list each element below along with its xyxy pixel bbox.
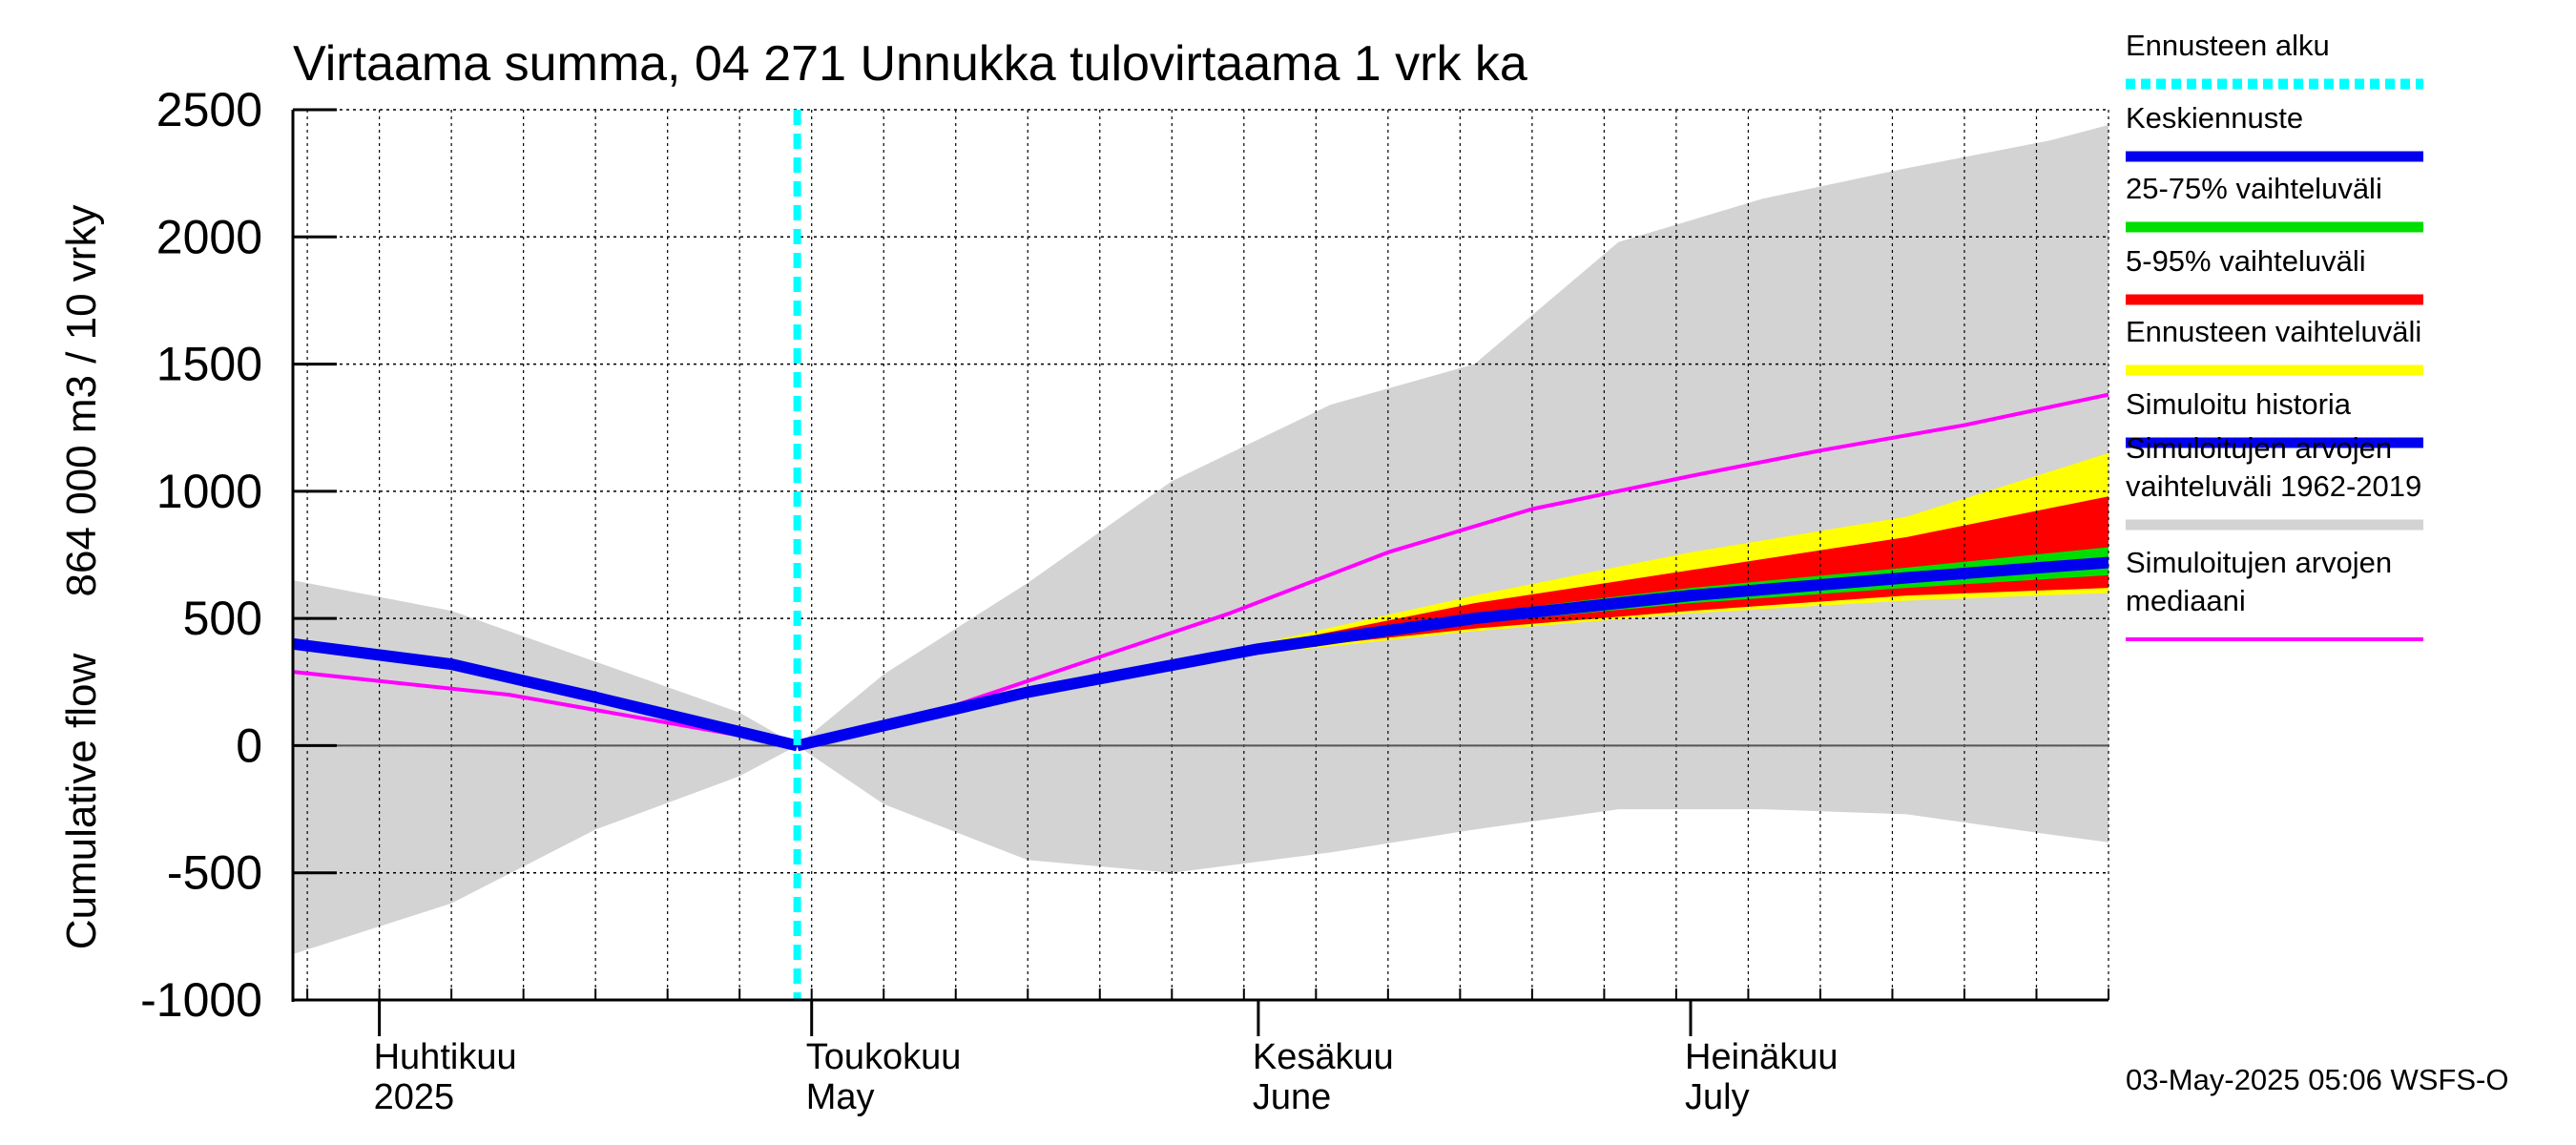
y-tick-label: -1000 (140, 973, 262, 1027)
y-tick-label: -500 (167, 846, 262, 900)
month-label: Kesäkuu (1253, 1037, 1394, 1077)
legend-label: Keskiennuste (2126, 101, 2303, 135)
legend-label: 5-95% vaihteluväli (2126, 244, 2366, 278)
chart-title: Virtaama summa, 04 271 Unnukka tulovirta… (293, 36, 1527, 92)
series-line (796, 556, 2109, 752)
legend-label: 25-75% vaihteluväli (2126, 172, 2382, 205)
y-axis-label-top: 864 000 m3 / 10 vrky (58, 205, 105, 597)
month-label: Huhtikuu (374, 1037, 517, 1077)
y-axis-label-bottom: Cumulative flow (58, 654, 105, 950)
band-#d3d3d3 (293, 124, 2109, 955)
y-tick-label: 500 (183, 592, 262, 645)
legend-label: Ennusteen alku (2126, 29, 2330, 62)
legend-label: mediaani (2126, 584, 2246, 617)
plot-area (292, 109, 2109, 1001)
y-tick-label: 1000 (156, 465, 262, 518)
legend-label: Simuloitu historia (2126, 387, 2352, 421)
legend-label: vaihteluväli 1962-2019 (2126, 469, 2421, 503)
y-tick-label: 2500 (156, 83, 262, 136)
month-sublabel: 2025 (374, 1077, 455, 1117)
legend: Ennusteen alku Keskiennuste 25-75% vaihtel… (2126, 29, 2423, 641)
footer-timestamp: 03-May-2025 05:06 WSFS-O (2126, 1063, 2508, 1096)
month-sublabel: June (1253, 1077, 1331, 1117)
legend-label: Simuloitujen arvojen (2126, 431, 2392, 465)
legend-label: Simuloitujen arvojen (2126, 546, 2392, 579)
legend-label: Ennusteen vaihteluväli (2126, 315, 2421, 348)
month-label: Heinäkuu (1685, 1037, 1839, 1077)
y-tick-label: 2000 (156, 210, 262, 263)
series-line (292, 637, 800, 752)
axes: 2500 2000 1500 1000 500 0 -500 -1000 Huhtikuu202… (140, 83, 2109, 1117)
y-tick-label: 1500 (156, 338, 262, 391)
month-label: Toukokuu (806, 1037, 962, 1077)
month-sublabel: May (806, 1077, 875, 1117)
y-tick-label: 0 (236, 718, 262, 772)
month-sublabel: July (1685, 1077, 1750, 1117)
